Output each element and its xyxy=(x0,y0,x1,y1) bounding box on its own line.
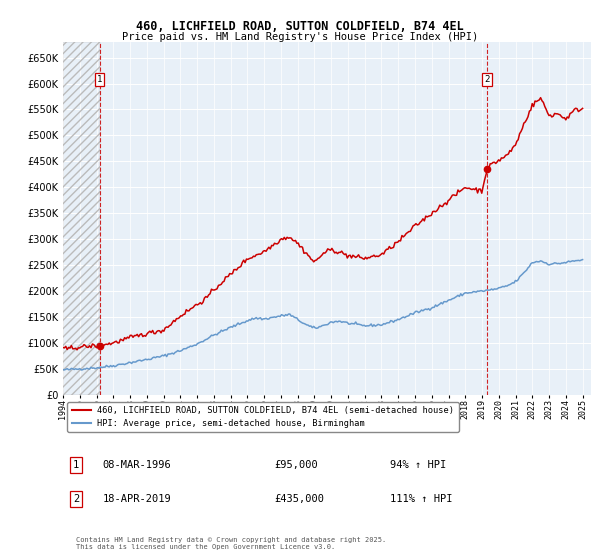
Text: 2: 2 xyxy=(73,494,79,505)
Text: 08-MAR-1996: 08-MAR-1996 xyxy=(103,460,172,470)
Text: 460, LICHFIELD ROAD, SUTTON COLDFIELD, B74 4EL: 460, LICHFIELD ROAD, SUTTON COLDFIELD, B… xyxy=(136,20,464,32)
Text: Price paid vs. HM Land Registry's House Price Index (HPI): Price paid vs. HM Land Registry's House … xyxy=(122,32,478,43)
Text: 18-APR-2019: 18-APR-2019 xyxy=(103,494,172,505)
Legend: 460, LICHFIELD ROAD, SUTTON COLDFIELD, B74 4EL (semi-detached house), HPI: Avera: 460, LICHFIELD ROAD, SUTTON COLDFIELD, B… xyxy=(67,402,459,432)
Text: 1: 1 xyxy=(97,74,103,83)
Text: Contains HM Land Registry data © Crown copyright and database right 2025.
This d: Contains HM Land Registry data © Crown c… xyxy=(76,537,386,550)
Text: 111% ↑ HPI: 111% ↑ HPI xyxy=(391,494,453,505)
Text: 2: 2 xyxy=(484,74,490,83)
Text: 1: 1 xyxy=(73,460,79,470)
Text: £95,000: £95,000 xyxy=(274,460,318,470)
Text: £435,000: £435,000 xyxy=(274,494,324,505)
Text: 94% ↑ HPI: 94% ↑ HPI xyxy=(391,460,446,470)
